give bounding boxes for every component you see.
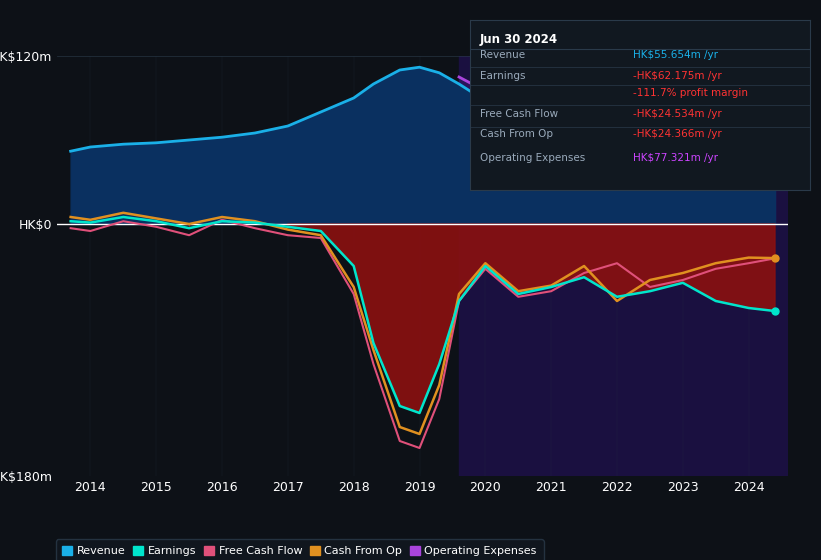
Text: Jun 30 2024: Jun 30 2024 (479, 33, 558, 46)
Text: Operating Expenses: Operating Expenses (479, 153, 585, 163)
Legend: Revenue, Earnings, Free Cash Flow, Cash From Op, Operating Expenses: Revenue, Earnings, Free Cash Flow, Cash … (56, 539, 544, 560)
Text: HK$77.321m /yr: HK$77.321m /yr (633, 153, 718, 163)
Text: Earnings: Earnings (479, 71, 525, 81)
Text: -111.7% profit margin: -111.7% profit margin (633, 88, 748, 98)
Bar (459, 56, 788, 476)
Text: -HK$24.366m /yr: -HK$24.366m /yr (633, 129, 722, 139)
Text: Free Cash Flow: Free Cash Flow (479, 109, 558, 119)
Text: Cash From Op: Cash From Op (479, 129, 553, 139)
Text: Revenue: Revenue (479, 50, 525, 60)
Text: -HK$24.534m /yr: -HK$24.534m /yr (633, 109, 722, 119)
Text: HK$55.654m /yr: HK$55.654m /yr (633, 50, 718, 60)
Text: -HK$62.175m /yr: -HK$62.175m /yr (633, 71, 722, 81)
